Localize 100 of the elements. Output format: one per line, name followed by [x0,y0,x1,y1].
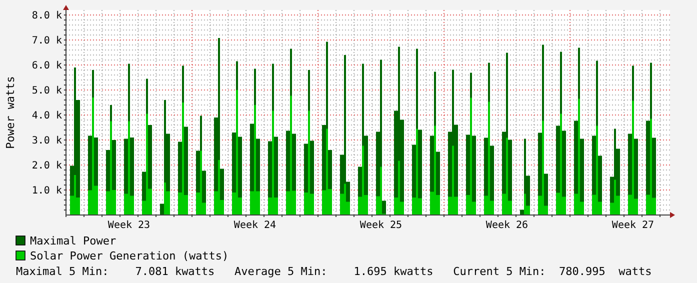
bar [524,194,526,215]
bar [556,192,558,215]
bar [124,194,126,215]
y-tick-label: 5.0 k [32,86,62,96]
bar [186,195,188,215]
bar [74,175,76,215]
x-tick-label: Week 27 [612,220,654,231]
bar [236,90,238,215]
bar [146,114,148,215]
x-tick-label: Week 24 [234,220,276,231]
bar [448,196,450,215]
bar [106,191,108,215]
bar [92,98,94,215]
bar [196,192,198,215]
bar [304,192,306,215]
bar [168,191,170,215]
bar [70,196,72,215]
bar [592,194,594,215]
bar [618,196,620,215]
bar [502,194,504,215]
bar [182,102,184,215]
bar [384,200,386,215]
bar [646,194,648,215]
bar [308,110,310,215]
bar [222,200,224,215]
bar [438,195,440,215]
bar [290,96,292,215]
bar [258,191,260,215]
bar [204,202,206,215]
bar [456,196,458,215]
bar [528,206,530,215]
bar [114,190,116,215]
bar [380,166,382,215]
bar [382,200,384,215]
bar [402,202,404,215]
bar [596,126,598,215]
bar [614,180,616,215]
x-tick-label: Week 25 [360,220,402,231]
bar [362,146,364,215]
bar [268,198,270,215]
bar [470,98,472,215]
y-tick-label: 1.0 k [32,186,62,196]
bar [582,202,584,215]
bar [322,190,324,215]
bar [160,204,162,215]
bar [538,196,540,215]
bar [466,195,468,215]
y-tick-label: 3.0 k [32,136,62,146]
bar [218,160,220,215]
bar [488,102,490,215]
bar [340,194,342,215]
bar [452,146,454,215]
x-tick-label: Week 23 [108,220,150,231]
bar [636,198,638,215]
y-tick-label: 6.0 k [32,60,62,72]
bar [330,189,332,215]
bar [564,196,566,215]
bar [96,186,98,215]
bar [312,194,314,215]
bar [420,198,422,215]
bar [578,98,580,215]
bar [398,160,400,215]
x-tick-label: Week 26 [486,220,528,231]
bar [628,194,630,215]
bar [484,196,486,215]
bar [492,200,494,215]
bar [294,190,296,215]
bar [560,114,562,215]
bar [254,105,256,215]
bar [162,204,164,215]
bar [358,196,360,215]
bar [574,194,576,215]
bar [78,198,80,215]
y-tick-label: 4.0 k [32,110,62,122]
bar [348,202,350,215]
bar [132,196,134,215]
bar [272,110,274,215]
y-tick-label: 2.0 k [32,160,62,172]
bar [430,192,432,215]
bar [142,200,144,215]
y-tick-label: 8.0 k [32,10,62,22]
y-tick-label: 7.0 k [32,36,62,46]
bar [164,182,166,215]
bar [610,202,612,215]
legend-label: Solar Power Generation (watts) [30,250,229,262]
bar [600,202,602,215]
bar [250,191,252,215]
bar [546,206,548,215]
bar [232,192,234,215]
bar [654,198,656,215]
bar [542,120,544,215]
bar [326,128,328,215]
bar [434,126,436,215]
bar [88,190,90,215]
y-axis-title: Power watts [4,76,17,149]
bar [240,198,242,215]
bar [474,202,476,215]
bar [286,191,288,215]
bar [632,100,634,215]
bar [366,195,368,215]
